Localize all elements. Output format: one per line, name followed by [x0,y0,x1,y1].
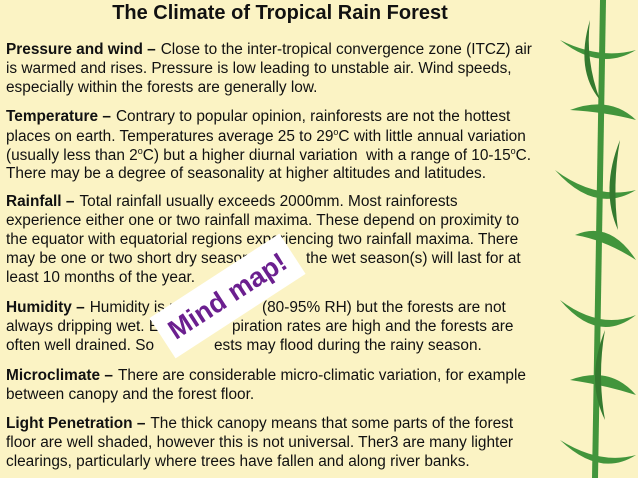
text-line: clearings, particularly where trees have… [6,453,470,471]
paragraph-heading: Rainfall – [6,193,75,210]
text-line: is warmed and rises. Pressure is low lea… [6,60,512,78]
text-fragment: C with little annual variation [338,128,526,146]
text-line: Light Penetration – The thick canopy mean… [6,415,513,433]
text-fragment: (80-95% RH) but the forests are not [262,299,506,316]
text-fragment: often well drained. So [6,337,155,354]
text-fragment: (usually less than 2 [6,147,138,165]
text-line: Microclimate – There are considerable mic… [6,367,526,385]
title: The Climate of Tropical Rain Forest [112,2,448,24]
paragraph-heading: Humidity – [6,299,85,316]
text-fragment: is warmed and rises. Pressure is low lea… [6,60,512,77]
paragraph-heading: Pressure and wind – [6,41,156,58]
text-line: especially within the forests are genera… [6,79,317,97]
text-fragment: C) but a higher diurnal variation with a… [142,147,511,165]
text-line: always dripping wet. E piration rates are… [6,318,513,336]
text-line: between canopy and the forest floor. [6,386,254,404]
text-fragment: C. [515,147,532,165]
text-line: least 10 months of the year. [6,269,195,287]
superscript: o [333,127,339,137]
text-fragment: always dripping wet. E [6,318,160,335]
text-fragment: Total rainfall usually exceeds 2000mm. M… [79,193,458,210]
paragraph-heading: Temperature – [6,108,111,125]
text-line: often well drained. So ests may flood dur… [6,337,482,355]
superscript: o [137,146,143,156]
superscript: o [510,146,516,156]
text-fragment: between canopy and the forest floor. [6,386,255,403]
text-fragment: There are considerable micro-climatic va… [117,367,526,384]
paragraph-heading: Light Penetration – [6,415,146,432]
text-fragment: the wet season(s) will last for at [306,250,521,267]
text-fragment: The thick canopy means that some parts o… [150,415,514,432]
text-line: Temperature – Contrary to popular opinion… [6,108,510,126]
text-fragment: Close to the inter-tropical convergence … [160,41,532,58]
text-fragment: Contrary to popular opinion, rainforests… [115,108,511,125]
text-fragment: may be one or two short dry season [6,250,251,267]
text-fragment: experience either one or two rainfall ma… [6,212,520,229]
text-fragment: ests may flood during the rainy season. [214,337,482,354]
text-fragment: floor are well shaded, however this is n… [6,434,514,451]
text-fragment: piration rates are high and the forests … [232,318,514,335]
text-line: experience either one or two rainfall ma… [6,212,519,230]
text-line: There may be a degree of seasonality at … [6,165,486,183]
text-line: floor are well shaded, however this is n… [6,434,513,452]
text-fragment: least 10 months of the year. [6,269,196,286]
text-line: Rainfall – Total rainfall usually exceeds… [6,193,458,211]
text-line: Pressure and wind – Close to the inter-tr… [6,41,532,59]
text-fragment: There may be a degree of seasonality at … [6,165,486,182]
text-line: may be one or two short dry season the we… [6,250,521,268]
text-line: (usually less than 2oC) but a higher diu… [6,146,531,165]
text-fragment: places on earth. Temperatures average 25… [6,128,334,146]
text-fragment: clearings, particularly where trees have… [6,453,470,470]
text-fragment: especially within the forests are genera… [6,79,318,96]
text-line: places on earth. Temperatures average 25… [6,127,526,146]
paragraph-heading: Microclimate – [6,367,113,384]
